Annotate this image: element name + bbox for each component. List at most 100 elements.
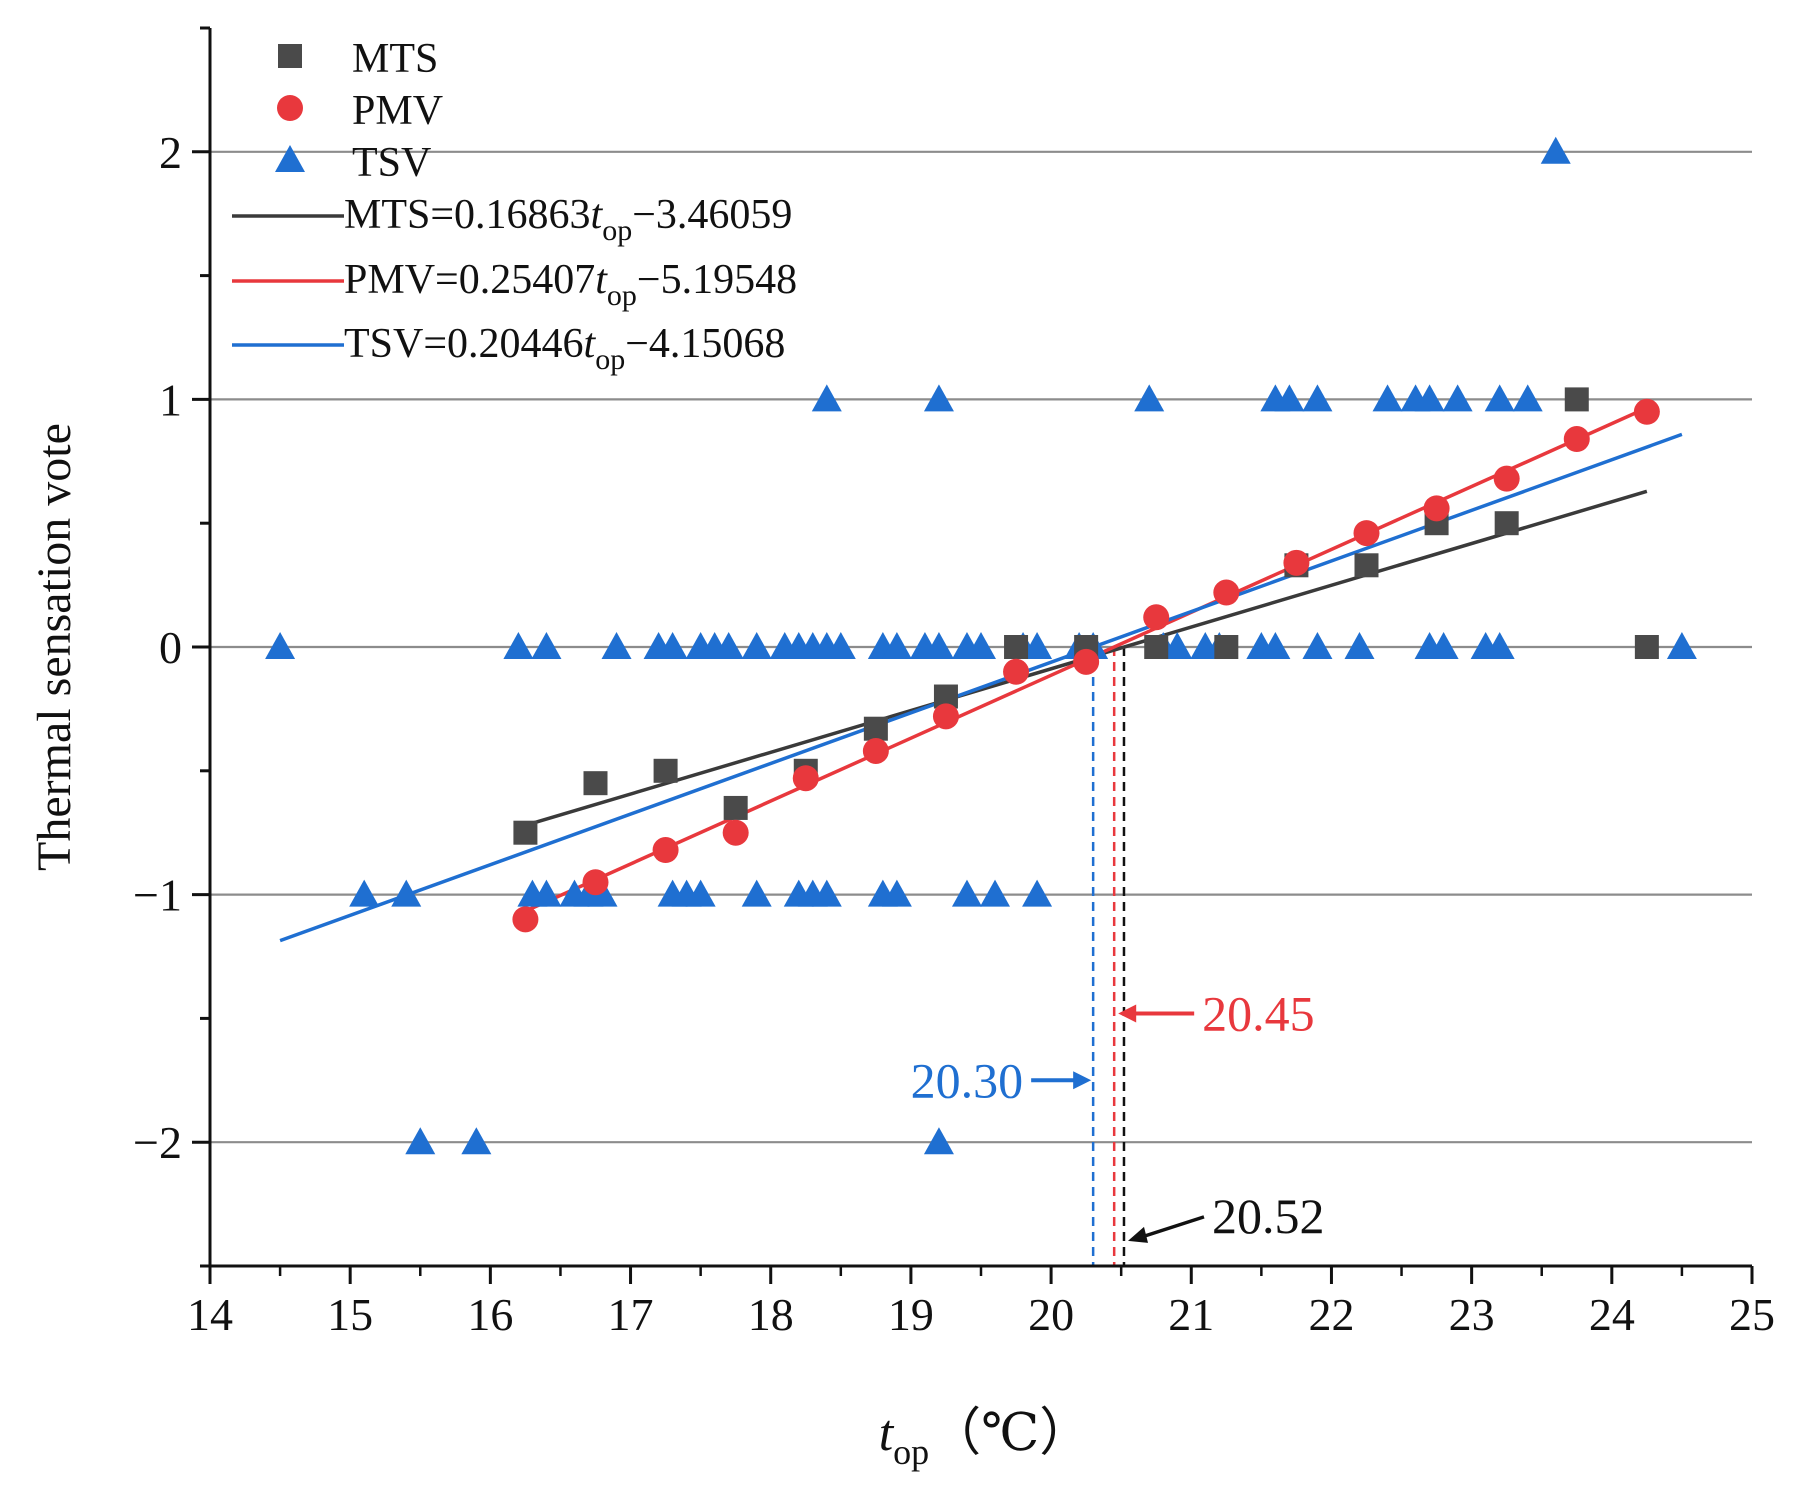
x-axis-label: top（℃） [879, 1405, 1092, 1472]
legend-fit-label-tsv: TSV=0.20446top−4.15068 [344, 321, 785, 376]
pmv-point-14 [1493, 465, 1520, 492]
tsv-point-11 [1484, 384, 1515, 412]
pmv-point-15 [1563, 426, 1590, 453]
x-tick-label-15: 15 [327, 1289, 373, 1340]
tsv-point-71 [461, 1127, 492, 1155]
tsv-point-44 [1302, 632, 1333, 659]
mts-point-12 [1354, 553, 1379, 578]
tsv-point-35 [1022, 632, 1053, 659]
fit-lines [279, 406, 1683, 943]
pmv-point-8 [1073, 648, 1100, 675]
tsv-point-27 [825, 632, 856, 659]
tsv-point-54 [531, 879, 562, 907]
tsv-point-2 [923, 384, 954, 412]
x-tick-label-23: 23 [1449, 1289, 1495, 1340]
tsv-point-49 [1484, 632, 1515, 659]
tsv-point-12 [1512, 384, 1543, 412]
mts-point-3 [723, 795, 748, 820]
x-tick-label-25: 25 [1729, 1289, 1775, 1340]
tsv-point-72 [923, 1127, 954, 1155]
pmv-point-9 [1143, 604, 1170, 631]
x-tick-label-18: 18 [748, 1289, 794, 1340]
tsv-point-67 [951, 879, 982, 907]
tsv-point-1 [811, 384, 842, 412]
annotation-20.30: 20.30 [911, 1052, 1024, 1108]
x-tick-label-24: 24 [1589, 1289, 1635, 1340]
pmv-point-16 [1633, 398, 1660, 425]
tsv-point-3 [1134, 384, 1165, 412]
tsv-point-39 [1162, 632, 1193, 659]
annotations: 20.30 20.45 20.52 [911, 985, 1325, 1243]
pmv-point-12 [1353, 520, 1380, 547]
legend-label-mts: MTS [352, 36, 438, 82]
legend-fit-label-mts: MTS=0.16863top−3.46059 [344, 192, 792, 247]
pmv-point-0 [512, 906, 539, 933]
tsv-point-52 [391, 879, 422, 907]
pmv-point-13 [1423, 495, 1450, 522]
fit-line-tsv [279, 432, 1683, 943]
mts-point-9 [1144, 635, 1169, 659]
tsv-point-9 [1414, 384, 1445, 412]
mts-point-1 [583, 771, 608, 796]
y-tick-label--2: −2 [133, 1117, 182, 1168]
y-tick-label-1: 1 [159, 374, 182, 425]
legend-label-tsv: TSV [352, 140, 431, 186]
x-tick-label-22: 22 [1308, 1289, 1354, 1340]
data-points [265, 136, 1697, 1155]
y-tick-label--1: −1 [133, 870, 182, 921]
tsv-point-69 [1022, 879, 1053, 907]
arrowhead-20.45 [1118, 1004, 1137, 1023]
tsv-point-7 [1372, 384, 1403, 412]
tsv-point-70 [405, 1127, 436, 1155]
annotation-20.52: 20.52 [1212, 1188, 1325, 1244]
tsv-point-45 [1344, 632, 1375, 659]
tsv-point-0 [1540, 136, 1571, 164]
tsv-point-18 [657, 632, 688, 659]
pmv-point-10 [1213, 579, 1240, 606]
tsv-point-13 [265, 632, 296, 659]
tsv-point-33 [966, 632, 996, 659]
x-tick-label-17: 17 [608, 1289, 654, 1340]
mts-point-14 [1494, 511, 1519, 536]
mts-point-10 [1214, 635, 1239, 659]
y-tick-label-2: 2 [159, 127, 182, 178]
pmv-point-6 [932, 703, 959, 730]
y-tick-label-0: 0 [159, 622, 182, 673]
pmv-point-2 [652, 837, 679, 864]
x-tick-label-16: 16 [467, 1289, 513, 1340]
pmv-point-3 [722, 819, 749, 846]
pmv-point-7 [1003, 658, 1030, 685]
tsv-point-14 [503, 632, 534, 659]
pmv-point-1 [582, 869, 609, 896]
legend-marker-pmv [277, 95, 303, 121]
tsv-point-16 [601, 632, 632, 659]
tsv-point-5 [1274, 384, 1305, 412]
pmv-point-4 [792, 765, 819, 792]
tsv-point-68 [980, 879, 1011, 907]
mts-point-0 [513, 820, 538, 845]
arrow-20.52 [1141, 1215, 1205, 1239]
mts-point-15 [1564, 387, 1589, 412]
reference-lines [1091, 647, 1126, 1266]
tsv-point-50 [1666, 632, 1697, 659]
tsv-point-22 [741, 632, 772, 659]
tsv-point-61 [741, 879, 772, 907]
x-tick-label-21: 21 [1168, 1289, 1214, 1340]
arrowhead-20.52 [1127, 1226, 1148, 1243]
legend-marker-mts [278, 44, 302, 68]
x-tick-label-14: 14 [187, 1289, 233, 1340]
x-tick-label-19: 19 [888, 1289, 934, 1340]
legend-fit-label-pmv: PMV=0.25407top−5.19548 [344, 257, 797, 312]
tsv-point-10 [1442, 384, 1473, 412]
mts-point-2 [653, 758, 678, 783]
tsv-point-15 [531, 632, 562, 659]
tsv-point-21 [713, 632, 744, 659]
tsv-point-66 [881, 879, 912, 907]
arrowhead-20.30 [1073, 1071, 1092, 1090]
mts-point-16 [1634, 635, 1659, 659]
tsv-point-51 [349, 879, 380, 907]
tsv-point-64 [811, 879, 842, 907]
legend-label-pmv: PMV [352, 88, 443, 134]
tsv-point-47 [1428, 632, 1459, 659]
tsv-point-6 [1302, 384, 1333, 412]
